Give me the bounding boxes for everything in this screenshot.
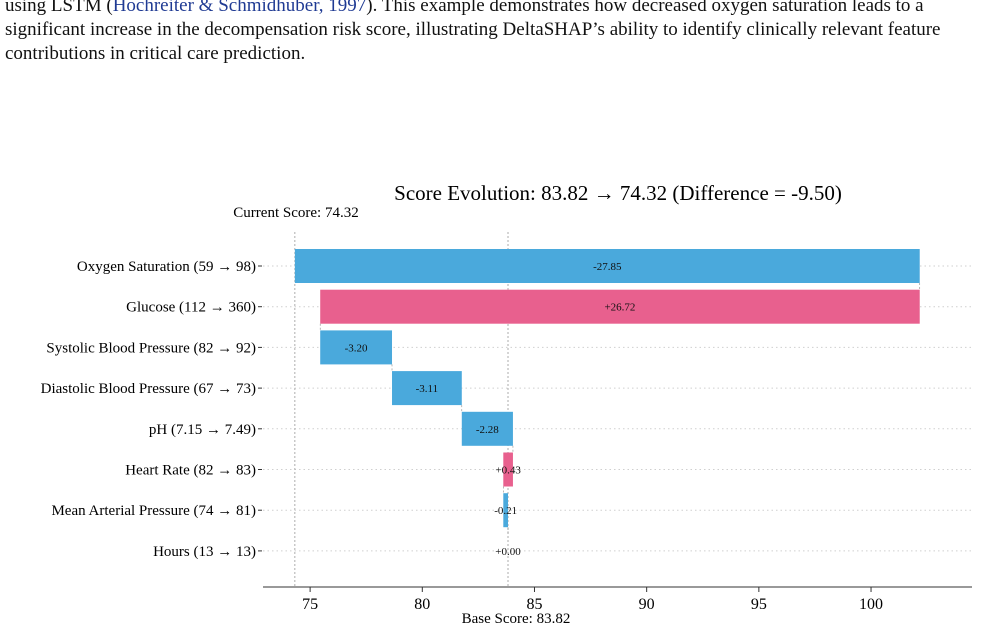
- category-label: Heart Rate (82 → 83): [125, 463, 256, 479]
- category-label: Diastolic Blood Pressure (67 → 73): [41, 381, 256, 397]
- bar: [503, 493, 509, 528]
- x-tick-label: 75: [302, 596, 318, 613]
- bar-value-label: -3.11: [416, 383, 439, 395]
- bar: [320, 330, 393, 365]
- bar: [392, 371, 462, 406]
- x-tick-label: 95: [751, 596, 767, 613]
- caption-line1-prefix: using LSTM (: [5, 0, 113, 16]
- chart-title: Score Evolution: 83.82 → 74.32 (Differen…: [394, 181, 842, 205]
- category-label: Glucose (112 → 360): [126, 300, 256, 316]
- bar-value-label: +0.43: [495, 465, 521, 477]
- x-axis: 75 80 85 90 95 100: [263, 586, 972, 613]
- citation-link[interactable]: Hochreiter & Schmidhuber, 1997: [112, 0, 367, 16]
- caption-line3: contributions in critical care predictio…: [5, 43, 306, 64]
- caption-line1-suffix: ). This example demonstrates how decreas…: [366, 0, 924, 16]
- category-label: Hours (13 → 13): [153, 544, 256, 560]
- base-score-label: Base Score: 83.82: [462, 611, 571, 627]
- bars: -27.85 +26.72 -3.20 -3.11 -2.28 +0.43 -0.21 +0.…: [294, 249, 921, 568]
- category-label: Oxygen Saturation (59 → 98): [77, 259, 256, 275]
- category-labels: Oxygen Saturation (59 → 98) Glucose (112 …: [41, 259, 262, 560]
- grid-lines: [263, 232, 972, 587]
- x-tick-label: 80: [414, 596, 430, 613]
- caption-line2: significant increase in the decompensati…: [5, 19, 941, 40]
- bar: [461, 411, 513, 446]
- x-tick-label: 100: [859, 596, 883, 613]
- category-label: Systolic Blood Pressure (82 → 92): [46, 340, 256, 356]
- category-label: pH (7.15 → 7.49): [149, 422, 256, 438]
- category-label: Mean Arterial Pressure (74 → 81): [51, 503, 256, 519]
- bar-value-label: -0.21: [494, 505, 517, 517]
- x-tick-label: 90: [639, 596, 655, 613]
- bar-value-label: +26.72: [604, 302, 635, 314]
- x-tick-label: 85: [526, 596, 542, 613]
- bar-value-label: -2.28: [476, 424, 499, 436]
- bar: [320, 289, 920, 324]
- bar-value-label: -3.20: [345, 342, 368, 354]
- bar: [294, 249, 920, 283]
- current-score-label: Current Score: 74.32: [233, 205, 358, 221]
- bar-value-label: +0.00: [495, 546, 521, 558]
- bar-value-label: -27.85: [593, 261, 622, 273]
- figure-caption: using LSTM (Hochreiter & Schmidhuber, 19…: [5, 0, 981, 66]
- bar: [503, 452, 513, 487]
